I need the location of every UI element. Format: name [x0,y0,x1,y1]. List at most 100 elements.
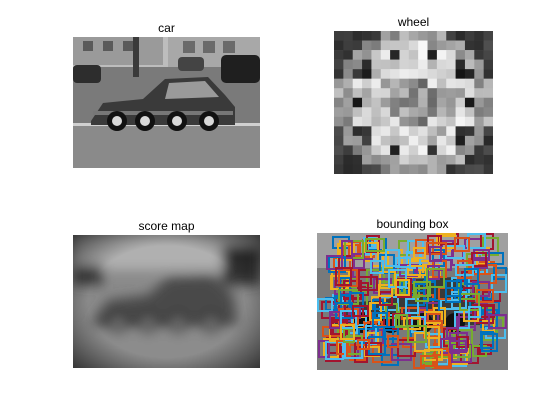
wheel-title: wheel [397,15,430,29]
wheel-pixel [436,31,447,41]
bounding-box-rect [379,291,393,306]
wheel-pixel [352,126,363,137]
wheel-pixel [380,40,391,51]
wheel-pixel [390,97,400,108]
wheel-pixel [464,126,475,137]
wheel-pixel [362,97,372,108]
bounding-box-rect [415,287,429,302]
wheel-pixel [464,40,475,51]
wheel-pixel [399,126,410,137]
wheel-pixel [418,31,428,41]
wheel-pixel [455,116,466,127]
wheel-pixel [352,135,363,146]
wheel-pixel [334,69,344,79]
wheel-pixel [408,97,419,108]
bounding-box-rect [395,314,408,328]
wheel-pixel [464,107,475,118]
wheel-pixel [427,31,438,41]
bounding-box-rect [365,238,385,252]
wheel-pixel [446,59,456,70]
wheel-pixel [436,154,447,165]
wheel-pixel [371,145,382,156]
wheel-pixel [380,107,391,118]
wheel-pixel [418,116,428,127]
wheel-pixel [334,154,344,165]
wheel-pixel [371,97,382,108]
wheel-pixel [446,154,456,165]
wheel-pixel [436,116,447,127]
wheel-pixel [483,50,493,60]
wheel-pixel [390,145,400,156]
wheel-pixel [371,50,382,60]
wheel-pixel [408,69,419,79]
wheel-pixel [390,69,400,79]
wheel-pixel [464,145,475,156]
wheel-pixel [436,135,447,146]
wheel-pixel [380,50,391,60]
wheel-pixel [418,145,428,156]
wheel-pixel [464,116,475,127]
wheel-pixel [408,40,419,51]
wheel-pixel [380,31,391,41]
wheel-pixel [399,40,410,51]
wheel-pixel [352,116,363,127]
wheel-pixel [427,59,438,70]
bounding-box-rect [493,267,507,280]
wheel-pixel [483,135,493,146]
wheel-pixel [455,31,466,41]
wheel-pixel [427,116,438,127]
wheel-pixel [418,164,428,174]
wheel-pixel [474,31,484,41]
wheel-pixel [334,107,344,118]
wheel-pixel [334,78,344,89]
wheel-pixel [446,116,456,127]
bounding-box-rect [454,237,470,252]
bounding-box-rect [413,247,426,259]
wheel-pixel [408,59,419,70]
wheel-pixel [352,50,363,60]
wheel-pixel [483,59,493,70]
wheel-pixel [343,164,353,174]
wheel-pixel [352,31,363,41]
wheel-pixel [483,107,493,118]
wheel-pixel [474,59,484,70]
wheel-pixel [483,31,493,41]
wheel-pixel [483,164,493,174]
wheel-pixel [455,59,466,70]
wheel-pixel [436,97,447,108]
wheel-pixel [427,145,438,156]
wheel-pixel [371,59,382,70]
wheel-pixel [427,78,438,89]
wheel-pixel [474,107,484,118]
wheel-pixel [446,135,456,146]
bounding-box-rect [407,325,427,343]
car-title: car [158,21,175,35]
wheel-pixel [427,50,438,60]
car-image [73,37,260,168]
wheel-pixel [418,107,428,118]
wheel-pixel [390,107,400,118]
wheel-pixel [418,88,428,99]
wheel-pixel [436,126,447,137]
wheel-pixel [446,107,456,118]
wheel-pixel [334,88,344,99]
wheel-pixel [446,97,456,108]
wheel-pixel [362,50,372,60]
wheel-pixel [399,97,410,108]
wheel-pixel [436,88,447,99]
wheel-pixel [427,107,438,118]
wheel-pixel [408,135,419,146]
wheel-pixel [352,107,363,118]
wheel-pixel [371,116,382,127]
wheel-pixel [371,164,382,174]
wheel-pixel [334,59,344,70]
wheel-pixel [408,88,419,99]
wheel-pixel [455,107,466,118]
bounding-box-rect [446,327,459,339]
wheel-pixel [352,97,363,108]
wheel-pixel [362,164,372,174]
wheel-pixel [455,69,466,79]
wheel-pixel [390,78,400,89]
wheel-pixel [408,116,419,127]
wheel-pixel [399,164,410,174]
